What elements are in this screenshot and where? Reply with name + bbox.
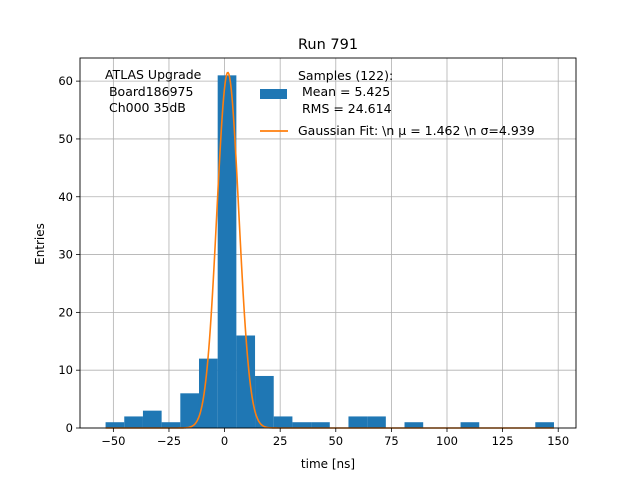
y-axis-ticks: 0 10 20 30 40 50 60 bbox=[58, 74, 80, 435]
y-axis-label: Entries bbox=[33, 223, 47, 265]
chart-title: Run 791 bbox=[298, 37, 358, 53]
x-tick-label: 25 bbox=[273, 434, 288, 448]
legend-samples-swatch bbox=[260, 89, 287, 99]
histogram-bar bbox=[236, 335, 256, 428]
histogram-bar bbox=[105, 422, 125, 428]
plot-frame bbox=[79, 57, 577, 429]
y-tick-label: 0 bbox=[66, 421, 73, 435]
x-axis-ticks: −50 −25 0 25 50 75 100 125 150 bbox=[101, 428, 569, 448]
x-tick-label: 75 bbox=[384, 434, 399, 448]
legend-fit-label: Gaussian Fit: \n μ = 1.462 \n σ=4.939 bbox=[298, 123, 535, 138]
histogram-bar bbox=[255, 375, 274, 428]
y-tick-label: 60 bbox=[58, 74, 73, 88]
histogram-bar bbox=[348, 416, 368, 428]
x-tick-label: 0 bbox=[221, 434, 228, 448]
legend: Samples (122): Mean = 5.425 RMS = 24.614… bbox=[260, 68, 535, 138]
histogram-bar bbox=[161, 422, 181, 428]
legend-samples-line-1: Samples (122): bbox=[298, 68, 393, 83]
histogram-bar bbox=[217, 75, 237, 428]
histogram-bar bbox=[180, 393, 199, 428]
histogram-bar bbox=[367, 416, 386, 428]
y-tick-label: 30 bbox=[58, 248, 73, 262]
histogram-bar bbox=[535, 422, 554, 428]
y-tick-label: 40 bbox=[58, 190, 73, 204]
y-tick-label: 50 bbox=[58, 132, 73, 146]
annotation-line-3: Ch000 35dB bbox=[105, 100, 186, 115]
annotation-line-2: Board186975 bbox=[105, 84, 193, 99]
x-tick-label: −25 bbox=[157, 434, 181, 448]
histogram-bar bbox=[404, 422, 424, 428]
x-tick-label: 100 bbox=[436, 434, 458, 448]
histogram-bar bbox=[460, 422, 480, 428]
x-tick-label: 150 bbox=[547, 434, 569, 448]
legend-samples-line-2: Mean = 5.425 bbox=[298, 84, 390, 99]
y-tick-label: 10 bbox=[58, 363, 73, 377]
histogram-bar bbox=[124, 416, 143, 428]
x-tick-label: 50 bbox=[328, 434, 343, 448]
histogram-bars bbox=[105, 75, 554, 428]
histogram-bar bbox=[292, 422, 312, 428]
x-axis-label: time [ns] bbox=[301, 457, 355, 471]
x-tick-label: −50 bbox=[101, 434, 125, 448]
histogram-bar bbox=[273, 416, 293, 428]
x-tick-label: 125 bbox=[492, 434, 514, 448]
atlas-annotation: ATLAS Upgrade Board186975 Ch000 35dB bbox=[105, 67, 202, 115]
annotation-line-1: ATLAS Upgrade bbox=[105, 67, 202, 82]
histogram-bar bbox=[142, 410, 162, 428]
y-tick-label: 20 bbox=[58, 305, 73, 319]
histogram-bar bbox=[311, 422, 330, 428]
legend-samples-line-3: RMS = 24.614 bbox=[298, 101, 392, 116]
histogram-bar bbox=[198, 358, 218, 428]
